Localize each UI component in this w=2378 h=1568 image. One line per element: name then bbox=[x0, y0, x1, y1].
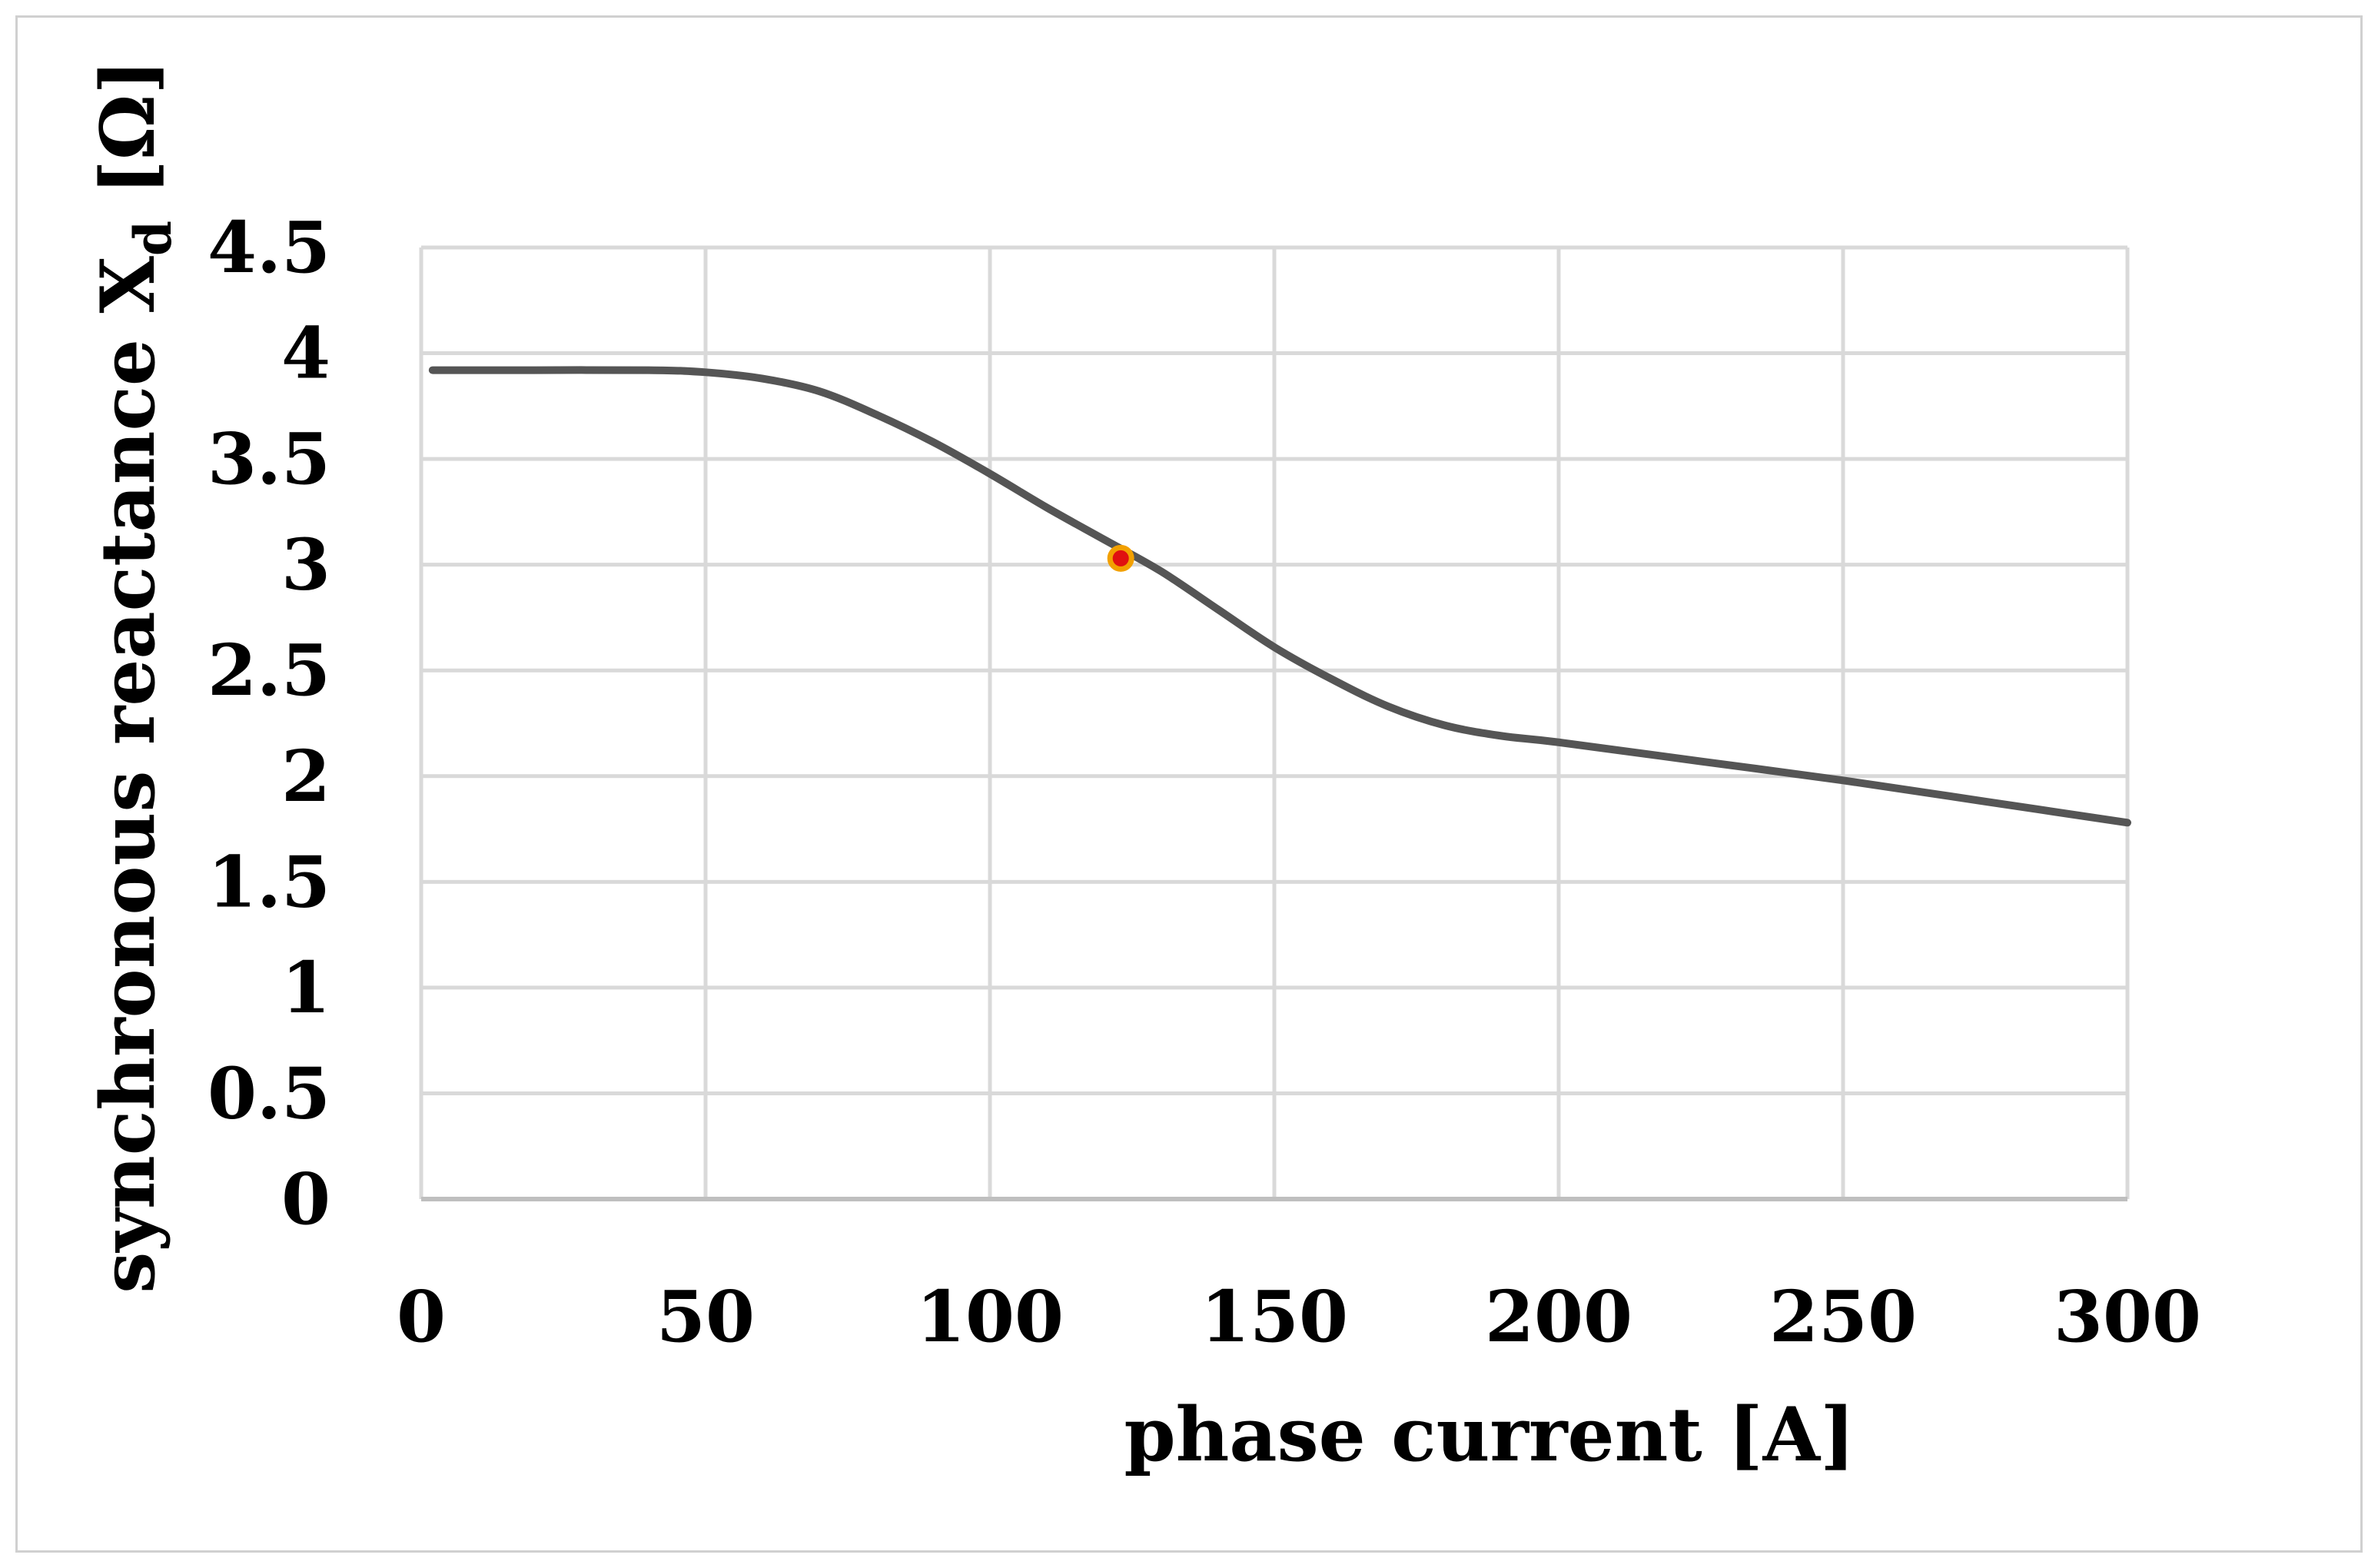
y-axis-title-main: synchronous reactance X bbox=[85, 256, 171, 1294]
y-tick-label: 3 bbox=[281, 523, 330, 606]
y-axis-title-subscript: d bbox=[123, 221, 183, 256]
x-tick-label: 0 bbox=[397, 1275, 446, 1358]
x-axis-title: phase current [A] bbox=[1124, 1391, 1855, 1478]
x-tick-label: 300 bbox=[2054, 1275, 2201, 1358]
highlight-point-marker bbox=[1107, 544, 1134, 572]
y-axis-title-unit: [Ω] bbox=[85, 59, 171, 221]
series-layer bbox=[428, 366, 2131, 827]
y-tick-label: 2 bbox=[281, 735, 330, 818]
chart-frame bbox=[15, 15, 2363, 1553]
x-tick-label: 100 bbox=[916, 1275, 1064, 1358]
y-tick-label: 4 bbox=[281, 312, 330, 395]
x-tick-label: 150 bbox=[1201, 1275, 1348, 1358]
series-line bbox=[428, 366, 2131, 827]
y-tick-label: 3.5 bbox=[208, 417, 330, 500]
x-tick-labels: 0 50 100 150 200 250 300 bbox=[397, 1275, 2201, 1358]
y-tick-label: 2.5 bbox=[208, 629, 330, 712]
y-axis-title: synchronous reactance Xd [Ω] bbox=[85, 59, 183, 1294]
x-tick-label: 50 bbox=[656, 1275, 755, 1358]
y-tick-labels: 0 0.5 1 1.5 2 2.5 3 3.5 4 4.5 bbox=[208, 206, 330, 1241]
y-tick-label: 1 bbox=[281, 946, 330, 1029]
x-tick-label: 250 bbox=[1769, 1275, 1917, 1358]
y-tick-label: 4.5 bbox=[208, 206, 330, 289]
x-tick-label: 200 bbox=[1485, 1275, 1632, 1358]
y-tick-label: 0 bbox=[281, 1158, 330, 1241]
gridlines bbox=[419, 245, 2130, 1201]
y-tick-label: 1.5 bbox=[208, 840, 330, 923]
y-tick-label: 0.5 bbox=[208, 1051, 330, 1134]
